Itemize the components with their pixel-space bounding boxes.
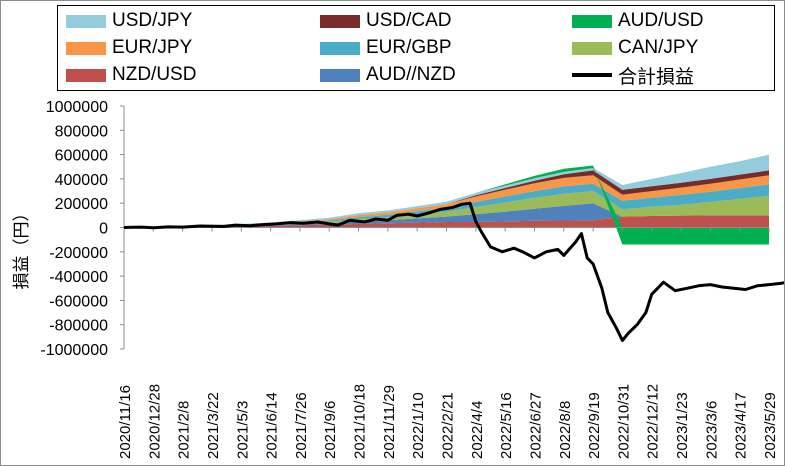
- x-tick-label: 2022/2/21: [440, 392, 457, 459]
- x-tick-label: 2021/10/18: [352, 384, 369, 459]
- legend-label: USD/JPY: [112, 10, 193, 31]
- y-tick-label: 0: [99, 221, 108, 238]
- x-tick-label: 2022/12/12: [645, 384, 662, 459]
- y-tick-label: 400000: [55, 172, 108, 189]
- series-area: [124, 170, 769, 228]
- legend-item: 合計損益: [572, 64, 695, 88]
- x-tick-label: 2021/9/6: [322, 401, 339, 459]
- legend-item: EUR/JPY: [66, 37, 192, 59]
- y-tick-label: 800000: [55, 123, 108, 140]
- legend-swatch: [320, 68, 360, 82]
- legend-label: AUD/USD: [618, 10, 704, 31]
- y-tick-label: -600000: [49, 293, 108, 310]
- x-tick-label: 2020/12/28: [146, 384, 163, 459]
- series-area: [124, 175, 769, 228]
- series-area: [124, 165, 769, 245]
- x-tick-label: 2022/1/10: [410, 392, 427, 459]
- legend-swatch: [572, 41, 612, 55]
- x-tick-label: 2022/9/19: [586, 392, 603, 459]
- legend-swatch: [66, 41, 106, 55]
- legend-swatch: [66, 14, 106, 28]
- legend-swatch: [320, 41, 360, 55]
- legend-item: AUD/USD: [572, 10, 704, 32]
- y-tick-label: -800000: [49, 318, 108, 335]
- legend-label: CAN/JPY: [618, 37, 699, 58]
- y-tick-label: 600000: [55, 148, 108, 165]
- x-tick-label: 2021/3/22: [205, 392, 222, 459]
- legend-item: NZD/USD: [66, 64, 196, 86]
- x-tick-label: 2023/5/29: [762, 392, 779, 459]
- x-tick-label: 2022/5/16: [498, 392, 515, 459]
- legend-label: 合計損益: [618, 66, 695, 88]
- y-tick-label: -1000000: [40, 342, 108, 359]
- legend-item: EUR/GBP: [320, 37, 452, 59]
- x-tick-label: 2023/1/23: [674, 392, 691, 459]
- legend-swatch: [320, 14, 360, 28]
- series-area: [124, 215, 769, 228]
- total-line: [123, 201, 784, 342]
- x-tick-label: 2022/8/8: [557, 401, 574, 459]
- legend-item: CAN/JPY: [572, 37, 698, 59]
- legend-item: USD/CAD: [320, 10, 452, 32]
- legend-item: AUD//NZD: [320, 64, 456, 86]
- x-tick-label: 2021/11/29: [381, 385, 398, 459]
- x-tick-label: 2022/4/4: [469, 401, 486, 459]
- y-tick-labels: 1000000 800000 600000 400000 200000 0 -200000 -…: [40, 99, 108, 359]
- y-tick-label: 200000: [55, 196, 108, 213]
- legend-label: AUD//NZD: [366, 64, 456, 85]
- x-tick-label: 2022/10/31: [615, 384, 632, 459]
- legend-label: USD/CAD: [366, 10, 452, 31]
- y-axis-label: 損益（円）: [12, 205, 31, 290]
- x-tick-label: 2021/2/8: [176, 401, 193, 459]
- legend-label: EUR/JPY: [112, 37, 193, 58]
- legend-label: NZD/USD: [112, 64, 197, 85]
- x-tick-labels: 2020/11/16 2020/12/28 2021/2/8 2021/3/22 202…: [117, 384, 779, 459]
- legend: USD/JPY USD/CAD AUD/USD EUR/JPY EUR/GBP CAN/J…: [57, 5, 775, 91]
- y-tick-label: -200000: [49, 245, 108, 262]
- legend-swatch: [572, 73, 612, 77]
- legend-swatch: [572, 14, 612, 28]
- x-tick-label: 2022/6/27: [527, 392, 544, 459]
- legend-label: EUR/GBP: [366, 37, 452, 58]
- x-tick-label: 2023/3/6: [703, 401, 720, 459]
- y-tick-label: 1000000: [46, 99, 108, 116]
- series-area: [124, 183, 769, 228]
- x-tick-label: 2021/7/26: [293, 392, 310, 459]
- x-tick-label: 2023/4/17: [733, 392, 750, 459]
- y-tick-label: -400000: [49, 269, 108, 286]
- total-pl-line: [123, 201, 784, 342]
- legend-item: USD/JPY: [66, 10, 192, 32]
- stacked-areas: [124, 154, 769, 245]
- legend-swatch: [66, 68, 106, 82]
- x-tick-label: 2021/6/14: [264, 392, 281, 459]
- x-tick-label: 2021/5/3: [234, 401, 251, 459]
- x-tick-label: 2020/11/16: [117, 385, 134, 459]
